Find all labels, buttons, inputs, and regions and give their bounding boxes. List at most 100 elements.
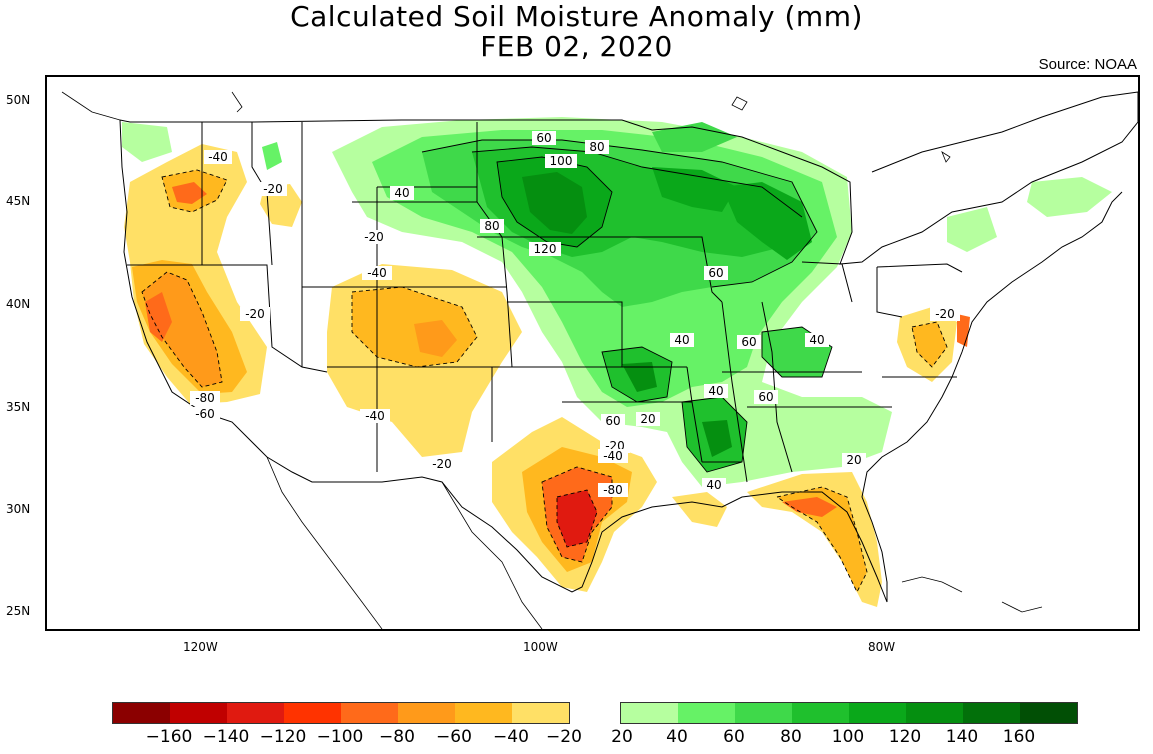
svg-text:60: 60 <box>708 266 723 280</box>
oregon-dry-peak <box>172 182 207 204</box>
lat-label-40n: 40N <box>6 297 31 311</box>
texas-dry-peak <box>557 490 597 547</box>
svg-text:-40: -40 <box>365 409 385 423</box>
contour-label: -20 <box>359 230 389 244</box>
negative-swatch <box>341 703 398 723</box>
contour-label-layer: -40 -20 -20 -80 -60 -20 -40 -40 -20 40 6… <box>190 131 960 497</box>
positive-anomaly-misc <box>122 122 1112 252</box>
montana-wet-spot <box>262 142 282 170</box>
colorbar-tick-label: 160 <box>1002 727 1036 747</box>
colorbar-tick-label: 20 <box>611 727 633 747</box>
svg-text:-20: -20 <box>935 307 955 321</box>
anomaly-map: -40 -20 -20 -80 -60 -20 -40 -40 -20 40 6… <box>47 77 1138 629</box>
positive-swatch <box>963 703 1020 723</box>
negative-anomaly-southwest <box>327 264 522 457</box>
contour-label: 60 <box>601 414 625 428</box>
svg-text:120: 120 <box>534 242 557 256</box>
contour-label: -20 <box>427 457 457 471</box>
svg-text:60: 60 <box>758 390 773 404</box>
colorbar-tick-label: 80 <box>780 727 802 747</box>
svg-text:60: 60 <box>741 335 756 349</box>
lat-label-35n: 35N <box>6 400 31 414</box>
svg-text:40: 40 <box>708 384 723 398</box>
contour-label: -80 <box>598 483 628 497</box>
colorbar-tick-label: −40 <box>493 727 529 747</box>
map-panel: -40 -20 -20 -80 -60 -20 -40 -40 -20 40 6… <box>45 75 1140 631</box>
dakotas-wet-peak <box>522 172 587 234</box>
contour-label: 40 <box>704 384 728 398</box>
lat-label-50n: 50N <box>6 93 31 107</box>
lon-label-100w: 100W <box>523 640 558 654</box>
lat-label-30n: 30N <box>6 502 31 516</box>
contour-label: 20 <box>636 412 660 426</box>
svg-text:80: 80 <box>484 219 499 233</box>
contour-label: -80 <box>190 391 220 405</box>
lon-label-80w: 80W <box>868 640 896 654</box>
contour-label: -40 <box>360 409 390 423</box>
svg-text:-60: -60 <box>195 407 215 421</box>
colorbar-tick-label: −120 <box>259 727 307 747</box>
neighbor-coastlines <box>61 91 1043 629</box>
colorbar-tick-label: −100 <box>316 727 364 747</box>
negative-anomaly-southeast <box>672 307 970 607</box>
colorbar-tick-label: 120 <box>888 727 922 747</box>
map-title: Calculated Soil Moisture Anomaly (mm) <box>290 0 863 33</box>
colorado-dry-peak <box>414 320 457 357</box>
svg-text:-80: -80 <box>603 483 623 497</box>
colorbar-negative <box>112 702 570 724</box>
contour-label: 80 <box>585 140 609 154</box>
contour-label: 40 <box>670 333 694 347</box>
colorbar-tick-label: −140 <box>202 727 250 747</box>
contour-label: -20 <box>930 307 960 321</box>
positive-swatch <box>849 703 906 723</box>
colorbar-tick-label: −160 <box>145 727 193 747</box>
positive-swatch <box>906 703 963 723</box>
contour-label: 40 <box>390 186 414 200</box>
positive-swatch <box>621 703 678 723</box>
wisconsin-wet-core <box>722 182 812 260</box>
contour-label: 100 <box>545 154 577 168</box>
lat-label-45n: 45N <box>6 194 31 208</box>
contour-label: 120 <box>529 242 561 256</box>
negative-swatch <box>170 703 227 723</box>
svg-text:-80: -80 <box>195 391 215 405</box>
contour-label: 40 <box>702 478 726 492</box>
florida-moderate-dry <box>777 487 867 592</box>
contour-label: 40 <box>805 333 829 347</box>
washington-wet-zone <box>122 122 172 162</box>
source-credit: Source: NOAA <box>1038 56 1137 73</box>
contour-label: -60 <box>190 407 220 421</box>
louisiana-dry-zone <box>672 492 727 527</box>
colorbar-tick-label: 140 <box>945 727 979 747</box>
svg-text:80: 80 <box>589 140 604 154</box>
colorbar-tick-label: −20 <box>546 727 582 747</box>
geography-outlines <box>119 91 1138 603</box>
florida-panhandle-peak <box>782 497 837 517</box>
colorbar-tick-label: 60 <box>723 727 745 747</box>
contour-label: 60 <box>532 131 556 145</box>
svg-text:60: 60 <box>605 414 620 428</box>
negative-swatch <box>512 703 569 723</box>
svg-text:-20: -20 <box>432 457 452 471</box>
arkansas-wet-peak <box>702 420 732 457</box>
contour-label: 60 <box>737 335 761 349</box>
negative-contour-lines <box>141 169 948 594</box>
svg-text:20: 20 <box>640 412 655 426</box>
svg-text:100: 100 <box>550 154 573 168</box>
contour-label: 60 <box>754 390 778 404</box>
contour-label: 60 <box>704 266 728 280</box>
svg-text:20: 20 <box>846 453 861 467</box>
contour-label: -40 <box>362 266 392 280</box>
colorbar-tick-label: 40 <box>666 727 688 747</box>
negative-swatch <box>284 703 341 723</box>
svg-text:-20: -20 <box>263 182 283 196</box>
oklahoma-wet-peak <box>622 362 657 392</box>
contour-label: -40 <box>598 449 628 463</box>
svg-text:-20: -20 <box>245 307 265 321</box>
colorbar-tick-label: −60 <box>436 727 472 747</box>
contour-label: -20 <box>240 307 270 321</box>
negative-swatch <box>113 703 170 723</box>
california-coast-peak <box>145 292 172 342</box>
lat-label-25n: 25N <box>6 604 31 618</box>
minnesota-wet-core <box>652 167 737 212</box>
